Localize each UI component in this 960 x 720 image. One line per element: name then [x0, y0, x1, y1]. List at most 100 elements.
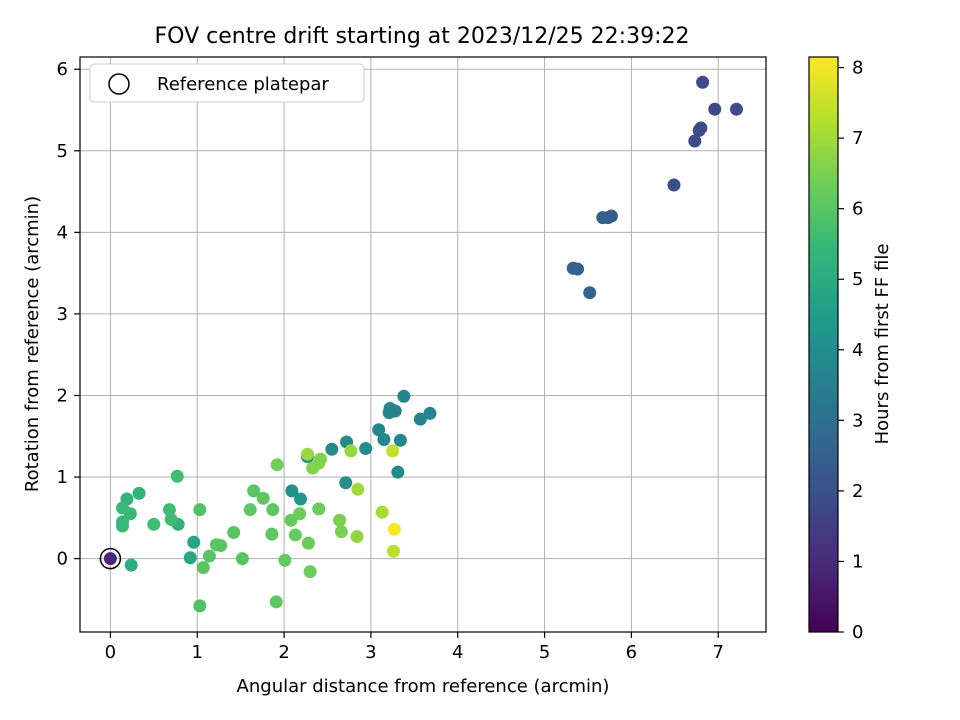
data-point [116, 519, 130, 533]
data-point [288, 528, 302, 542]
data-point [243, 503, 257, 517]
data-point [202, 549, 216, 563]
data-point [270, 458, 284, 472]
data-point [339, 476, 353, 490]
x-tick-label: 6 [626, 642, 637, 663]
plot-background [80, 57, 766, 632]
colorbar-gradient [808, 56, 839, 633]
x-tick-label: 7 [713, 642, 724, 663]
y-axis-label: Rotation from reference (arcmin) [22, 196, 43, 492]
data-point [386, 544, 400, 558]
data-point [301, 536, 315, 550]
data-point [359, 441, 373, 455]
data-point [123, 507, 137, 521]
data-point [667, 178, 681, 192]
data-point [294, 492, 308, 506]
data-point [350, 530, 364, 544]
colorbar-tick-label: 3 [852, 410, 863, 431]
data-point [227, 525, 241, 539]
data-point [423, 406, 437, 420]
data-point [247, 484, 261, 498]
data-point [193, 503, 207, 517]
data-point [265, 527, 279, 541]
data-point [266, 503, 280, 517]
plot-area: 0 1 2 3 4 5 6 7 0 1 2 3 4 5 6 [57, 56, 767, 663]
y-tick-label: 3 [57, 304, 68, 325]
colorbar-tick-label: 5 [852, 269, 863, 290]
data-point [147, 517, 161, 531]
y-tick-label: 1 [57, 467, 68, 488]
x-tick-label: 5 [539, 642, 550, 663]
x-axis-label: Angular distance from reference (arcmin) [237, 676, 610, 697]
data-point [583, 286, 597, 300]
data-point [132, 486, 146, 500]
data-point [269, 595, 283, 609]
x-tick-label: 0 [105, 642, 116, 663]
data-point [393, 433, 407, 447]
data-point [696, 75, 710, 89]
reference-marker-group [99, 547, 122, 570]
y-tick-label: 2 [57, 385, 68, 406]
x-tick-label: 1 [192, 642, 203, 663]
data-point [372, 423, 386, 437]
chart-title: FOV centre drift starting at 2023/12/25 … [155, 24, 690, 49]
data-point [187, 535, 201, 549]
colorbar-tick-label: 4 [852, 340, 863, 361]
data-point [333, 513, 347, 527]
data-point [729, 102, 743, 116]
data-point [377, 433, 391, 447]
data-point [692, 123, 706, 137]
colorbar-label: Hours from first FF file [872, 244, 893, 445]
colorbar-ticks: 0 1 2 3 4 5 6 7 8 [838, 58, 863, 643]
data-point [301, 447, 315, 461]
data-point [183, 551, 197, 565]
data-point [170, 469, 184, 483]
data-point [391, 465, 405, 479]
y-tick-label: 6 [57, 59, 68, 80]
reference-marker [99, 547, 122, 570]
data-point [285, 484, 299, 498]
legend-box [89, 63, 365, 103]
data-point [196, 561, 210, 575]
data-point [344, 444, 358, 458]
data-point [256, 491, 270, 505]
data-point [235, 552, 249, 566]
data-point [314, 452, 328, 466]
data-point [325, 442, 339, 456]
plot-frame [79, 56, 767, 633]
data-point [596, 211, 610, 225]
colorbar-tick-label: 0 [852, 622, 863, 643]
data-point [193, 599, 207, 613]
data-point [164, 512, 178, 526]
y-tick-label: 0 [57, 549, 68, 570]
legend: Reference platepar [89, 63, 365, 103]
data-point [387, 522, 401, 536]
data-point [351, 482, 365, 496]
x-tick-label: 3 [365, 642, 376, 663]
data-point [124, 558, 138, 572]
x-tick-label: 4 [452, 642, 463, 663]
data-point [293, 507, 307, 521]
legend-entry-reference: Reference platepar [157, 74, 329, 95]
data-point [334, 525, 348, 539]
data-point [413, 412, 427, 426]
data-point [278, 553, 292, 567]
y-tick-label: 4 [57, 222, 68, 243]
data-point [382, 406, 396, 420]
colorbar: 0 1 2 3 4 5 6 7 8 Hours from first FF file [808, 56, 893, 643]
colorbar-tick-label: 2 [852, 481, 863, 502]
data-point [375, 505, 389, 519]
x-tick-label: 2 [278, 642, 289, 663]
data-point [312, 502, 326, 516]
data-point [103, 552, 117, 566]
data-point [571, 262, 585, 276]
data-point [214, 539, 228, 553]
data-point [397, 389, 411, 403]
data-point [303, 565, 317, 579]
data-point [162, 503, 176, 517]
colorbar-tick-label: 1 [852, 551, 863, 572]
colorbar-tick-label: 8 [852, 58, 863, 79]
y-tick-label: 5 [57, 141, 68, 162]
data-point [386, 444, 400, 458]
